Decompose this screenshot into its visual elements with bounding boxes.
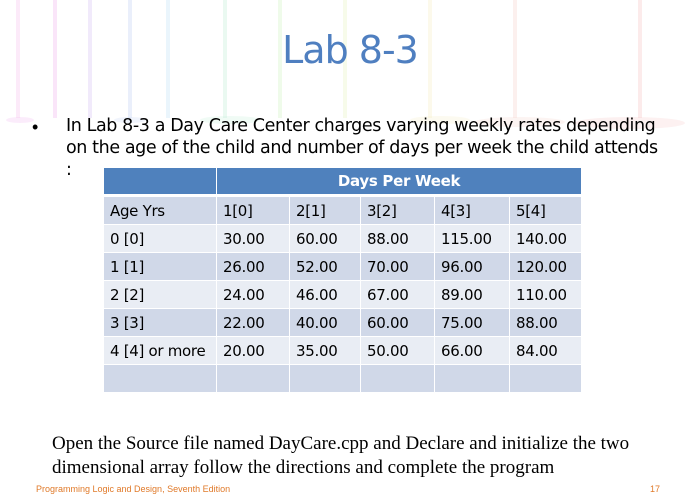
- table-cell: 67.00: [360, 280, 435, 309]
- table-cell: 88.00: [509, 308, 582, 337]
- column-header: 5[4]: [509, 195, 582, 225]
- slide-title: Lab 8-3: [282, 28, 419, 72]
- table-cell: 60.00: [360, 308, 435, 337]
- table-cell: 4 [4] or more: [103, 336, 217, 365]
- table-cell: 24.00: [216, 280, 290, 309]
- table-cell: 40.00: [289, 308, 361, 337]
- table-cell: 0 [0]: [103, 224, 217, 253]
- column-header: 2[1]: [289, 195, 361, 225]
- table-cell: 66.00: [434, 336, 510, 365]
- table-cell: 26.00: [216, 252, 290, 281]
- table-cell: 1 [1]: [103, 252, 217, 281]
- table-cell: [509, 364, 582, 393]
- intro-text: In Lab 8-3 a Day Care Center charges var…: [66, 116, 658, 180]
- table-group-header-row: Days Per Week: [103, 167, 582, 197]
- rate-table: Days Per Week Age Yrs 1[0] 2[1] 3[2] 4[3…: [103, 167, 582, 393]
- table-cell: [103, 364, 217, 393]
- table-cell: 30.00: [216, 224, 290, 253]
- table-row: 2 [2] 24.00 46.00 67.00 89.00 110.00: [103, 280, 582, 309]
- background-paint-drips: [6, 0, 685, 129]
- table-cell: 52.00: [289, 252, 361, 281]
- table-cell: 20.00: [216, 336, 290, 365]
- footer-text: Programming Logic and Design, Seventh Ed…: [36, 484, 231, 494]
- table-cell: 35.00: [289, 336, 361, 365]
- table-cell: 88.00: [360, 224, 435, 253]
- table-row: 3 [3] 22.00 40.00 60.00 75.00 88.00: [103, 308, 582, 337]
- table-cell: 120.00: [509, 252, 582, 281]
- column-header: 3[2]: [360, 195, 435, 225]
- table-cell: [289, 364, 361, 393]
- table-row: 4 [4] or more 20.00 35.00 50.00 66.00 84.00: [103, 336, 582, 365]
- table-cell: [360, 364, 435, 393]
- bullet-icon: •: [32, 117, 39, 137]
- table-cell: 46.00: [289, 280, 361, 309]
- table-cell: [434, 364, 510, 393]
- column-header: 1[0]: [216, 195, 290, 225]
- table-cell: [216, 364, 290, 393]
- table-cell: 140.00: [509, 224, 582, 253]
- column-header: 4[3]: [434, 195, 510, 225]
- instructions-text: Open the Source file named DayCare.cpp a…: [52, 433, 630, 478]
- table-row: 0 [0] 30.00 60.00 88.00 115.00 140.00: [103, 224, 582, 253]
- table-cell: 89.00: [434, 280, 510, 309]
- table-cell: 2 [2]: [103, 280, 217, 309]
- table-cell: 115.00: [434, 224, 510, 253]
- table-cell: 110.00: [509, 280, 582, 309]
- table-cell: 96.00: [434, 252, 510, 281]
- table-cell: 50.00: [360, 336, 435, 365]
- days-per-week-header: Days Per Week: [216, 167, 582, 197]
- empty-row: [103, 364, 582, 393]
- table-row: 1 [1] 26.00 52.00 70.00 96.00 120.00: [103, 252, 582, 281]
- table-cell: 84.00: [509, 336, 582, 365]
- column-header-row: Age Yrs 1[0] 2[1] 3[2] 4[3] 5[4]: [103, 195, 582, 225]
- column-header: Age Yrs: [103, 195, 217, 225]
- table-cell: 70.00: [360, 252, 435, 281]
- table-cell: 75.00: [434, 308, 510, 337]
- table-cell: 3 [3]: [103, 308, 217, 337]
- table-cell: 22.00: [216, 308, 290, 337]
- header-blank-cell: [103, 167, 217, 197]
- table-cell: 60.00: [289, 224, 361, 253]
- page-number: 17: [650, 484, 661, 494]
